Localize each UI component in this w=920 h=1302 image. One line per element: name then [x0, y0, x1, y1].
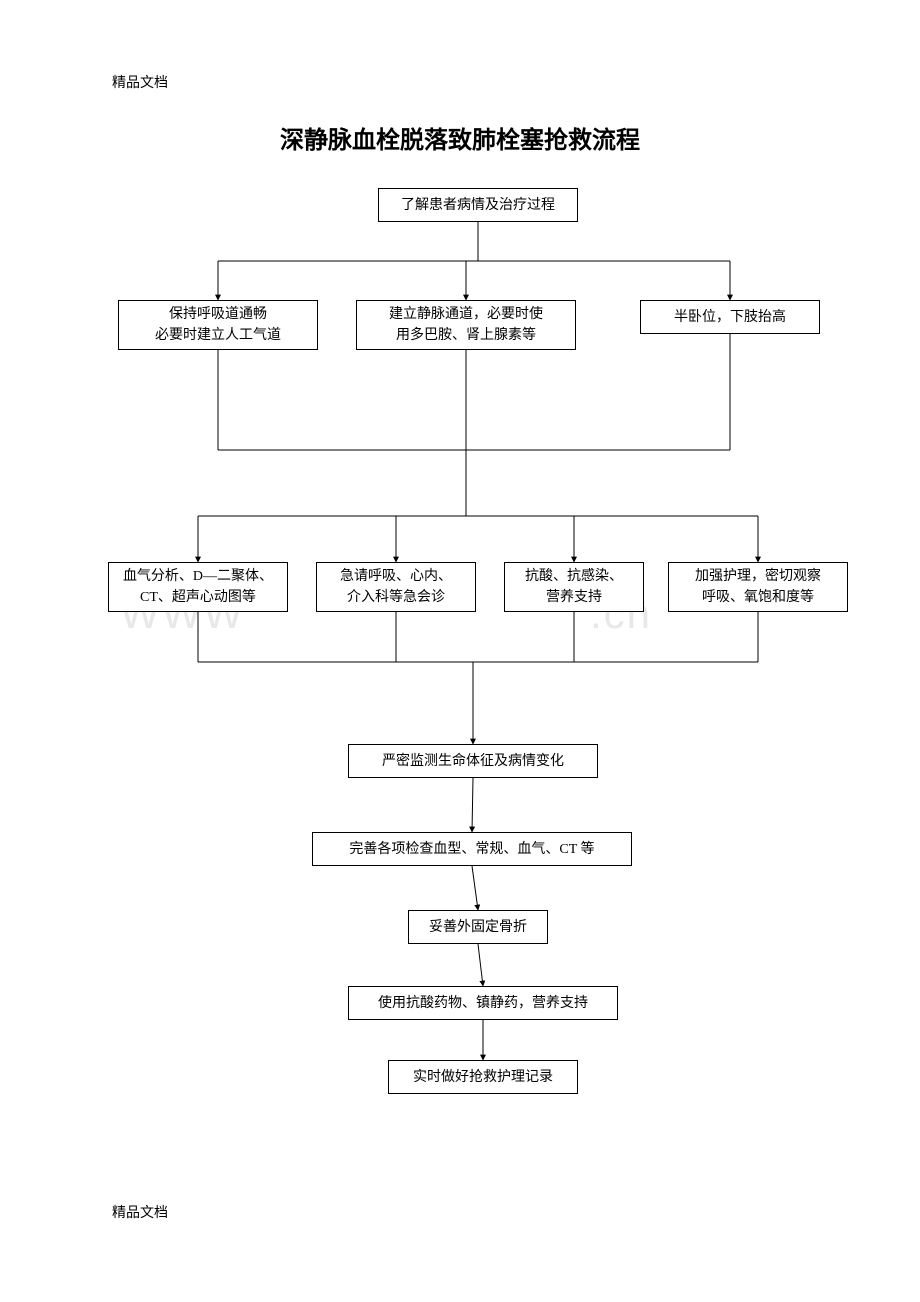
header-label: 精品文档	[112, 72, 168, 92]
node-n4: 严密监测生命体征及病情变化	[348, 744, 598, 778]
page-title: 深静脉血栓脱落致肺栓塞抢救流程	[0, 120, 920, 155]
node-n3c: 抗酸、抗感染、营养支持	[504, 562, 644, 612]
node-n2b: 建立静脉通道，必要时使用多巴胺、肾上腺素等	[356, 300, 576, 350]
node-n3a: 血气分析、D—二聚体、CT、超声心动图等	[108, 562, 288, 612]
page: 精品文档 精品文档 深静脉血栓脱落致肺栓塞抢救流程 WWW .cn 了解患者病情…	[0, 0, 920, 1302]
node-n2c: 半卧位，下肢抬高	[640, 300, 820, 334]
node-n2a: 保持呼吸道通畅必要时建立人工气道	[118, 300, 318, 350]
node-n7: 使用抗酸药物、镇静药，营养支持	[348, 986, 618, 1020]
node-n8: 实时做好抢救护理记录	[388, 1060, 578, 1094]
node-n3d: 加强护理，密切观察呼吸、氧饱和度等	[668, 562, 848, 612]
node-n5: 完善各项检查血型、常规、血气、CT 等	[312, 832, 632, 866]
node-n1: 了解患者病情及治疗过程	[378, 188, 578, 222]
node-n3b: 急请呼吸、心内、介入科等急会诊	[316, 562, 476, 612]
footer-label: 精品文档	[112, 1202, 168, 1222]
node-n6: 妥善外固定骨折	[408, 910, 548, 944]
